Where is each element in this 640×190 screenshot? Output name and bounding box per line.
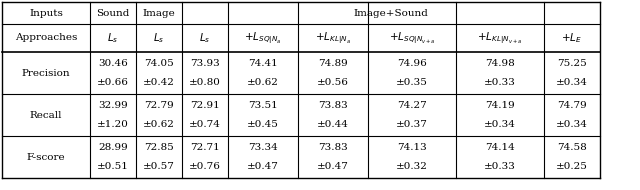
Text: ±0.62: ±0.62 (247, 78, 279, 87)
Text: ±0.34: ±0.34 (556, 78, 588, 87)
Text: Image: Image (143, 9, 175, 17)
Text: 30.46: 30.46 (98, 59, 128, 68)
Text: 72.71: 72.71 (190, 143, 220, 152)
Text: Recall: Recall (29, 111, 62, 120)
Text: ±0.32: ±0.32 (396, 162, 428, 171)
Text: Precision: Precision (22, 69, 70, 78)
Text: 74.79: 74.79 (557, 101, 587, 110)
Text: ±0.74: ±0.74 (189, 120, 221, 129)
Text: 73.83: 73.83 (318, 143, 348, 152)
Text: ±0.80: ±0.80 (189, 78, 221, 87)
Text: 32.99: 32.99 (98, 101, 128, 110)
Text: Inputs: Inputs (29, 9, 63, 17)
Text: $+L_E$: $+L_E$ (561, 31, 582, 45)
Text: ±0.66: ±0.66 (97, 78, 129, 87)
Text: $+L_{KL|N_a}$: $+L_{KL|N_a}$ (315, 30, 351, 46)
Text: 28.99: 28.99 (98, 143, 128, 152)
Text: ±0.35: ±0.35 (396, 78, 428, 87)
Text: 74.58: 74.58 (557, 143, 587, 152)
Text: ±0.76: ±0.76 (189, 162, 221, 171)
Text: ±0.56: ±0.56 (317, 78, 349, 87)
Text: 73.93: 73.93 (190, 59, 220, 68)
Text: 73.51: 73.51 (248, 101, 278, 110)
Text: ±0.62: ±0.62 (143, 120, 175, 129)
Text: 74.05: 74.05 (144, 59, 174, 68)
Text: ±0.33: ±0.33 (484, 162, 516, 171)
Text: Image+Sound: Image+Sound (353, 9, 428, 17)
Text: Sound: Sound (96, 9, 130, 17)
Text: 75.25: 75.25 (557, 59, 587, 68)
Text: ±0.51: ±0.51 (97, 162, 129, 171)
Text: 74.27: 74.27 (397, 101, 427, 110)
Text: ±1.20: ±1.20 (97, 120, 129, 129)
Text: ±0.45: ±0.45 (247, 120, 279, 129)
Text: 74.19: 74.19 (485, 101, 515, 110)
Text: 74.14: 74.14 (485, 143, 515, 152)
Text: $L_s$: $L_s$ (154, 31, 164, 45)
Text: $+L_{KL|N_{v+a}}$: $+L_{KL|N_{v+a}}$ (477, 30, 523, 46)
Text: 73.83: 73.83 (318, 101, 348, 110)
Text: $L_s$: $L_s$ (199, 31, 211, 45)
Text: ±0.34: ±0.34 (484, 120, 516, 129)
Text: ±0.57: ±0.57 (143, 162, 175, 171)
Text: 74.98: 74.98 (485, 59, 515, 68)
Text: 72.85: 72.85 (144, 143, 174, 152)
Text: 74.89: 74.89 (318, 59, 348, 68)
Text: 74.96: 74.96 (397, 59, 427, 68)
Text: ±0.47: ±0.47 (247, 162, 279, 171)
Text: ±0.37: ±0.37 (396, 120, 428, 129)
Text: $L_s$: $L_s$ (108, 31, 118, 45)
Text: ±0.34: ±0.34 (556, 120, 588, 129)
Text: 73.34: 73.34 (248, 143, 278, 152)
Text: 74.41: 74.41 (248, 59, 278, 68)
Text: ±0.44: ±0.44 (317, 120, 349, 129)
Text: $+L_{SQ|N_a}$: $+L_{SQ|N_a}$ (244, 30, 282, 46)
Text: ±0.25: ±0.25 (556, 162, 588, 171)
Text: 72.79: 72.79 (144, 101, 174, 110)
Text: $+L_{SQ|N_{v+a}}$: $+L_{SQ|N_{v+a}}$ (388, 30, 435, 46)
Text: F-score: F-score (27, 153, 65, 162)
Text: ±0.47: ±0.47 (317, 162, 349, 171)
Text: Approaches: Approaches (15, 33, 77, 43)
Text: 74.13: 74.13 (397, 143, 427, 152)
Text: ±0.42: ±0.42 (143, 78, 175, 87)
Text: 72.91: 72.91 (190, 101, 220, 110)
Text: ±0.33: ±0.33 (484, 78, 516, 87)
